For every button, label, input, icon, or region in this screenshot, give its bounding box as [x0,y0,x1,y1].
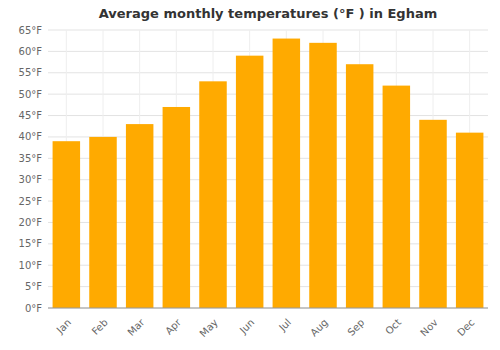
x-tick-label: Dec [455,317,476,338]
x-tick-labels: Jan Feb Mar Apr May Jun Jul Aug Sep Oct Nov Dec [54,316,477,339]
x-tick-label: Sep [345,317,366,338]
bar [419,120,447,308]
x-tick-label: Jun [237,317,257,337]
x-tick-label: Jul [276,317,293,334]
y-grid-line [48,115,488,116]
y-tick-label: 50°F [19,89,43,100]
bars [53,39,484,308]
y-tick-labels: 0°F 5°F 10°F 15°F 20°F 25°F 30°F 35°F 40°F 45°F 50… [19,25,43,314]
y-grid-line [48,51,488,52]
y-tick-label: 25°F [19,196,43,207]
y-tick-label: 60°F [19,46,43,57]
y-grid-line [48,72,488,73]
x-axis-line [48,308,488,309]
bar [163,107,191,308]
bar [309,43,337,308]
bar [273,39,301,308]
bar [346,64,374,308]
y-tick-label: 45°F [19,110,43,121]
x-tick-label: Mar [125,316,147,338]
x-tick-label: Feb [90,317,110,337]
y-tick-label: 65°F [19,25,43,36]
x-tick-label: Jan [54,317,73,336]
y-grid-line [48,308,488,309]
x-tick-label: Aug [308,317,330,339]
y-tick-label: 55°F [19,67,43,78]
bar [199,81,227,308]
bar [126,124,153,308]
y-tick-label: 5°F [25,281,42,292]
y-tick-label: 15°F [19,238,43,249]
grid [48,30,488,308]
bar [456,133,484,308]
y-grid-line [48,30,488,31]
y-tick-label: 30°F [19,174,43,185]
bar [89,137,117,308]
y-grid-line [48,94,488,95]
chart-container: 0°F 5°F 10°F 15°F 20°F 25°F 30°F 35°F 40°F 45°F 50… [0,0,500,350]
y-tick-label: 20°F [19,217,43,228]
bar [236,56,264,308]
bar [53,141,80,308]
y-tick-label: 40°F [19,131,43,142]
x-tick-label: Nov [418,317,440,339]
x-tick-label: Apr [163,316,184,337]
chart: 0°F 5°F 10°F 15°F 20°F 25°F 30°F 35°F 40°F 45°F 50… [0,0,500,350]
bar [383,86,411,308]
title: Average monthly temperatures (°F ) in Eg… [99,6,438,21]
y-tick-label: 10°F [19,260,43,271]
x-tick-label: May [197,317,219,339]
y-tick-label: 0°F [25,303,42,314]
x-tick-label: Oct [383,317,403,337]
y-tick-label: 35°F [19,153,43,164]
